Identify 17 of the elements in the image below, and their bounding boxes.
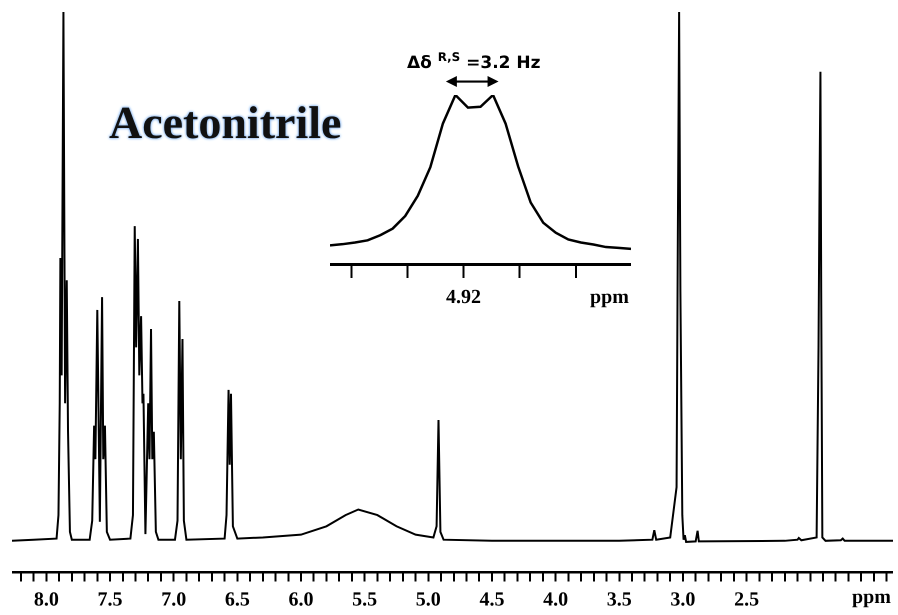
annotation: Δδ $^{R,S}$ =3.2 Hz	[407, 50, 541, 74]
x-tick-label: 8.0	[34, 588, 59, 610]
x-tick-label: 4.0	[543, 588, 568, 610]
x-axis-title: ppm	[852, 586, 892, 608]
x-tick-label: 7.0	[161, 588, 186, 610]
x-tick-label: 5.5	[352, 588, 378, 610]
x-tick-label: 3.5	[606, 588, 632, 610]
x-axis-title: ppm	[590, 286, 630, 308]
x-tick-label: 3.0	[670, 588, 696, 610]
x-tick-label: 6.5	[224, 588, 250, 610]
text: Acetonitrile	[108, 97, 342, 148]
x-tick-label: 5.0	[416, 588, 441, 610]
x-tick-label: 6.0	[288, 588, 314, 610]
x-tick-label: 4.5	[479, 588, 504, 610]
annotation: 4.92	[446, 286, 481, 308]
x-tick-label: 2.5	[734, 588, 760, 610]
x-tick-label: 7.5	[98, 588, 123, 610]
